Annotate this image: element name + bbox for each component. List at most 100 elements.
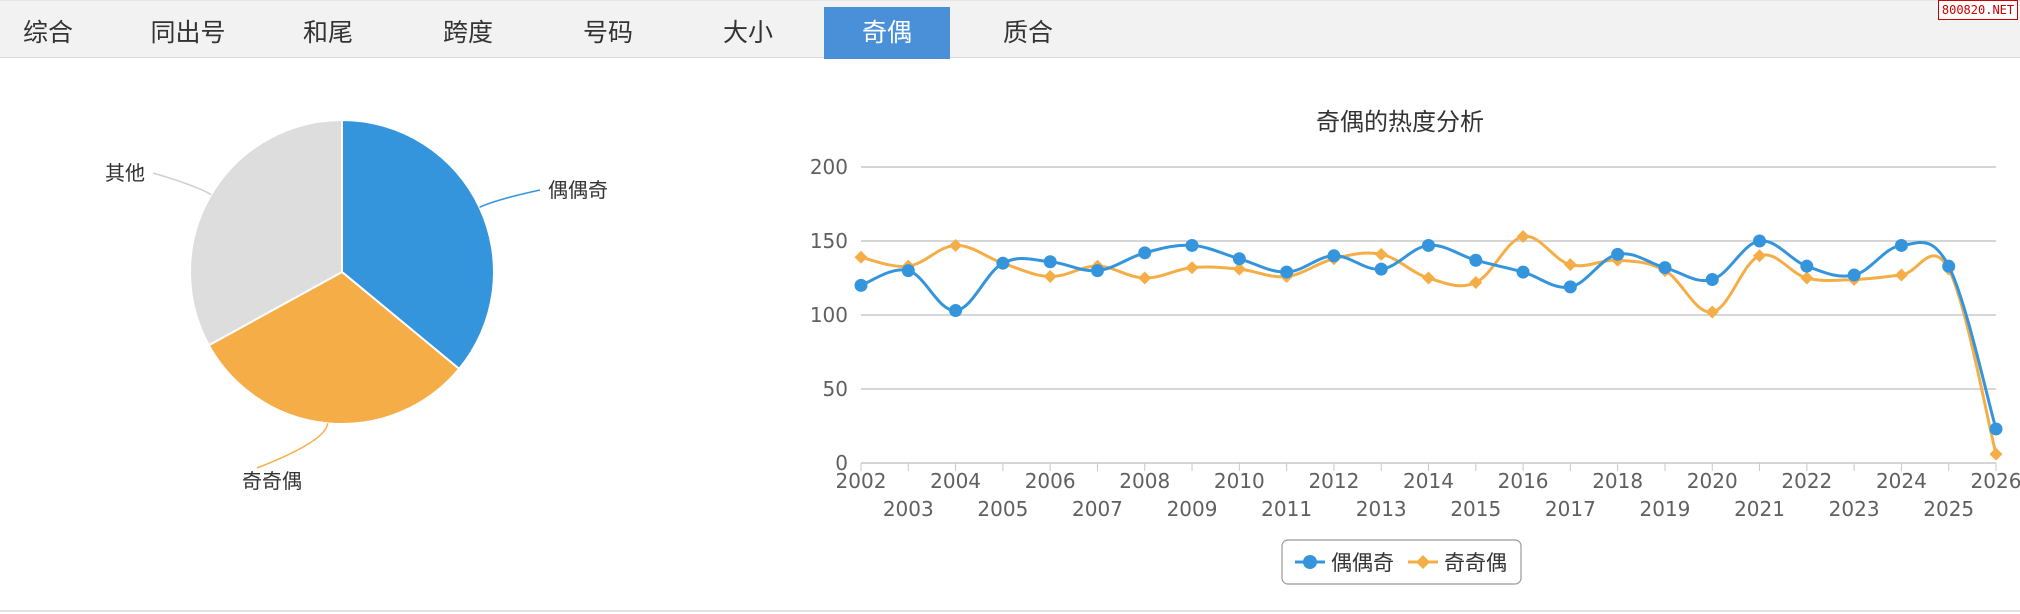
bottom-divider xyxy=(0,610,2020,612)
x-tick-label: 2007 xyxy=(1072,497,1123,521)
y-tick-label: 100 xyxy=(810,303,848,327)
data-point xyxy=(1942,259,1956,273)
data-point xyxy=(854,250,868,264)
tab-same-numbers[interactable]: 同出号 xyxy=(150,18,226,47)
x-tick-label: 2017 xyxy=(1545,497,1596,521)
x-tick-label: 2021 xyxy=(1734,497,1785,521)
pie-label: 其他 xyxy=(105,161,145,185)
data-point xyxy=(1138,271,1152,285)
data-point xyxy=(1374,262,1388,276)
x-tick-label: 2011 xyxy=(1261,497,1312,521)
data-point xyxy=(1185,261,1199,275)
data-point xyxy=(1043,255,1057,269)
data-point xyxy=(1753,249,1767,263)
data-point xyxy=(1894,238,1908,252)
data-point xyxy=(1422,271,1435,285)
tab-numbers[interactable]: 号码 xyxy=(582,18,633,47)
y-tick-label: 0 xyxy=(835,451,848,475)
data-point xyxy=(949,304,963,318)
x-tick-label: 2012 xyxy=(1308,469,1359,493)
data-point xyxy=(1989,422,2003,436)
x-tick-label: 2015 xyxy=(1450,497,1501,521)
y-tick-label: 50 xyxy=(823,377,848,401)
data-point xyxy=(949,238,963,252)
data-point xyxy=(1563,280,1577,294)
legend-label: 奇奇偶 xyxy=(1444,551,1507,575)
tab-bar: 综合 同出号 和尾 跨度 号码 大小 奇偶 质合 xyxy=(0,0,2020,59)
x-tick-label: 2004 xyxy=(930,469,981,493)
data-point xyxy=(1469,253,1483,267)
chart-title: 奇偶的热度分析 xyxy=(1316,108,1484,136)
x-tick-label: 2018 xyxy=(1592,469,1643,493)
data-point xyxy=(1847,268,1861,282)
data-point xyxy=(854,278,868,292)
data-point xyxy=(1516,230,1530,244)
x-tick-label: 2002 xyxy=(836,469,887,493)
data-point xyxy=(1753,234,1767,248)
x-tick-label: 2005 xyxy=(977,497,1028,521)
tab-comprehensive[interactable]: 综合 xyxy=(22,18,73,47)
data-point xyxy=(1800,271,1814,285)
legend-label: 偶偶奇 xyxy=(1331,551,1394,575)
x-tick-label: 2009 xyxy=(1167,497,1218,521)
x-tick-label: 2025 xyxy=(1923,497,1974,521)
data-point xyxy=(1989,447,2003,461)
legend-box xyxy=(1281,539,1522,585)
pie-connector xyxy=(479,189,541,208)
data-point xyxy=(1800,259,1814,273)
data-point xyxy=(1705,305,1719,319)
tab-prime-composite[interactable]: 质合 xyxy=(1002,18,1053,47)
data-point xyxy=(1374,247,1388,261)
data-point xyxy=(1894,268,1908,282)
pie-slice xyxy=(207,270,461,425)
data-point xyxy=(1563,258,1577,272)
legend: 偶偶奇 奇奇偶 xyxy=(1281,539,1522,585)
x-tick-label: 2019 xyxy=(1640,497,1691,521)
x-tick-label: 2020 xyxy=(1687,469,1738,493)
data-point xyxy=(1611,247,1625,261)
site-watermark: 800820.NET xyxy=(1938,0,2018,20)
x-tick-label: 2006 xyxy=(1025,469,1076,493)
legend-marker xyxy=(1416,555,1430,569)
tab-span[interactable]: 跨度 xyxy=(442,18,493,47)
series-line xyxy=(860,239,1998,430)
x-tick-label: 2016 xyxy=(1498,469,1549,493)
pie-label: 奇奇偶 xyxy=(242,469,302,493)
data-point xyxy=(1327,249,1341,263)
pie-slice xyxy=(189,118,343,347)
pie-connector xyxy=(256,423,329,469)
data-point xyxy=(1043,270,1057,284)
data-point xyxy=(901,264,915,278)
x-tick-label: 2023 xyxy=(1829,497,1880,521)
tab-big-small[interactable]: 大小 xyxy=(722,18,773,47)
y-tick-label: 150 xyxy=(810,229,848,253)
x-tick-label: 2013 xyxy=(1356,497,1407,521)
data-point xyxy=(1090,264,1104,278)
x-tick-label: 2024 xyxy=(1876,469,1927,493)
data-point xyxy=(1516,265,1530,279)
x-tick-label: 2022 xyxy=(1781,469,1832,493)
data-point xyxy=(1422,238,1435,252)
data-point xyxy=(1232,252,1246,266)
x-tick-label: 2026 xyxy=(1971,469,2020,493)
data-point xyxy=(1138,246,1152,260)
x-tick-label: 2008 xyxy=(1119,469,1170,493)
series-line xyxy=(860,235,1998,455)
x-tick-label: 2003 xyxy=(883,497,934,521)
pie-slice xyxy=(341,118,495,371)
x-tick-label: 2010 xyxy=(1214,469,1265,493)
data-point xyxy=(1185,238,1199,252)
data-point xyxy=(1280,265,1294,279)
legend-marker xyxy=(1303,555,1317,569)
pie-label: 偶偶奇 xyxy=(548,178,608,202)
data-point xyxy=(1658,261,1672,275)
tab-sum-tail[interactable]: 和尾 xyxy=(302,18,353,47)
data-point xyxy=(1232,262,1246,276)
tab-odd-even[interactable]: 奇偶 xyxy=(824,7,950,59)
data-point xyxy=(1705,272,1719,286)
pie-connector xyxy=(152,172,212,196)
x-tick-label: 2014 xyxy=(1403,469,1454,493)
y-tick-label: 200 xyxy=(810,155,848,179)
